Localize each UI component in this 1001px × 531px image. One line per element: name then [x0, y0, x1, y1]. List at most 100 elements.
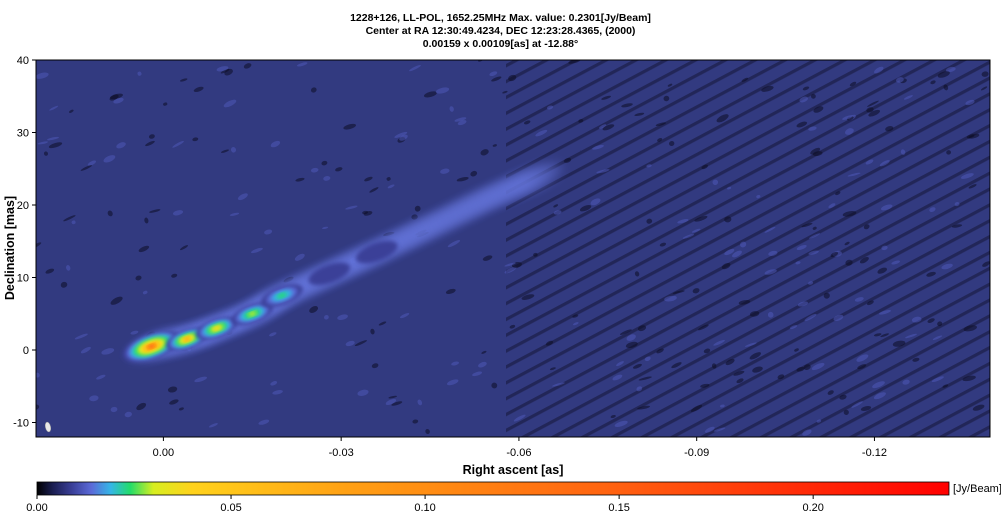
noise-blob: [851, 401, 863, 408]
noise-blob: [926, 271, 936, 277]
noise-blob: [370, 328, 375, 335]
noise-blob: [716, 114, 729, 123]
noise-blob: [843, 409, 849, 415]
noise-blob: [896, 77, 904, 83]
noise-blob: [80, 346, 91, 354]
noise-blob: [523, 120, 531, 125]
noise-blob: [937, 71, 950, 78]
noise-blob: [951, 224, 963, 228]
jet-contour: [308, 262, 351, 286]
noise-blob: [846, 116, 854, 121]
noise-blob: [962, 375, 976, 382]
noise-blob: [866, 107, 874, 113]
noise-blob: [69, 109, 74, 113]
noise-blob: [727, 186, 732, 190]
noise-blob: [849, 81, 857, 87]
noise-blob: [667, 83, 673, 87]
noise-blob: [602, 124, 615, 131]
noise-blob: [394, 131, 408, 138]
noise-blob: [378, 321, 387, 326]
noise-blob: [135, 275, 142, 281]
noise-blob: [857, 364, 867, 370]
noise-blob: [663, 95, 670, 102]
noise-blob: [659, 242, 667, 247]
noise-blob: [513, 414, 526, 422]
noise-blob: [322, 226, 329, 230]
noise-blob: [724, 216, 732, 223]
jet-contour: [184, 336, 191, 342]
noise-blob: [756, 194, 761, 199]
noise-blob: [646, 164, 652, 168]
noise-blob: [552, 382, 565, 387]
noise-blob: [827, 390, 834, 395]
noise-blob: [457, 120, 467, 126]
jet-contour: [276, 292, 288, 299]
noise-blob: [625, 341, 638, 349]
noise-blob: [767, 311, 774, 318]
jet-contour: [355, 240, 398, 264]
noise-blob: [636, 386, 643, 392]
colorbar-tick-label: 0.05: [220, 502, 241, 514]
noise-blob: [802, 429, 812, 436]
noise-blob: [269, 332, 277, 337]
noise-blob: [472, 371, 483, 377]
noise-blob: [321, 160, 328, 166]
colorbar-tick-label: 0.00: [26, 502, 47, 514]
noise-blob: [701, 164, 708, 170]
noise-blob: [504, 262, 516, 267]
noise-blob: [272, 390, 283, 395]
noise-blob: [982, 261, 990, 267]
noise-blob: [221, 149, 229, 153]
noise-blob: [802, 86, 810, 91]
noise-blob: [880, 204, 893, 211]
noise-blob: [136, 402, 147, 411]
noise-blob: [110, 296, 123, 305]
noise-blob: [478, 361, 487, 368]
noise-blob: [549, 367, 556, 371]
y-tick-label: 10: [17, 273, 29, 285]
noise-blob: [692, 288, 700, 294]
noise-blob: [598, 124, 607, 129]
noise-blob: [440, 168, 450, 174]
jet-emission: [122, 162, 563, 363]
noise-blob: [899, 78, 907, 84]
noise-blob: [963, 325, 977, 332]
noise-blob: [138, 245, 150, 253]
noise-blob: [470, 170, 478, 177]
noise-blob: [504, 266, 517, 274]
noise-blob: [354, 340, 367, 347]
noise-blob: [45, 268, 55, 274]
noise-blob: [801, 222, 813, 228]
noise-blob: [845, 128, 854, 135]
noise-blob: [794, 348, 799, 352]
noise-blob: [399, 313, 410, 319]
y-axis: 40 30 20 10 0 -10: [13, 55, 36, 430]
noise-blob: [700, 383, 710, 388]
noise-blob: [446, 379, 459, 386]
noise-blob: [337, 314, 348, 320]
noise-blob: [71, 220, 76, 225]
jet-contour: [147, 344, 156, 349]
x-tick-label: -0.03: [329, 447, 354, 459]
noise-blob: [74, 333, 88, 340]
noise-blob: [892, 340, 906, 347]
noise-blob: [36, 72, 49, 79]
noise-blob: [616, 361, 624, 367]
noise-blob: [447, 240, 461, 248]
noise-blob: [563, 157, 572, 163]
noise-blob: [638, 376, 652, 381]
noise-blob: [578, 119, 584, 123]
noise-blob: [749, 352, 761, 360]
noise-blob: [812, 226, 817, 230]
noise-blob: [960, 173, 974, 179]
y-tick-label: 20: [17, 200, 29, 212]
noise-blob: [619, 329, 632, 335]
noise-blob: [481, 350, 487, 354]
noise-blob: [142, 290, 148, 295]
noise-blob: [149, 209, 161, 213]
noise-blob: [324, 315, 329, 320]
noise-blob: [812, 151, 823, 157]
noise-blob: [980, 86, 988, 91]
noise-blob: [671, 362, 682, 369]
